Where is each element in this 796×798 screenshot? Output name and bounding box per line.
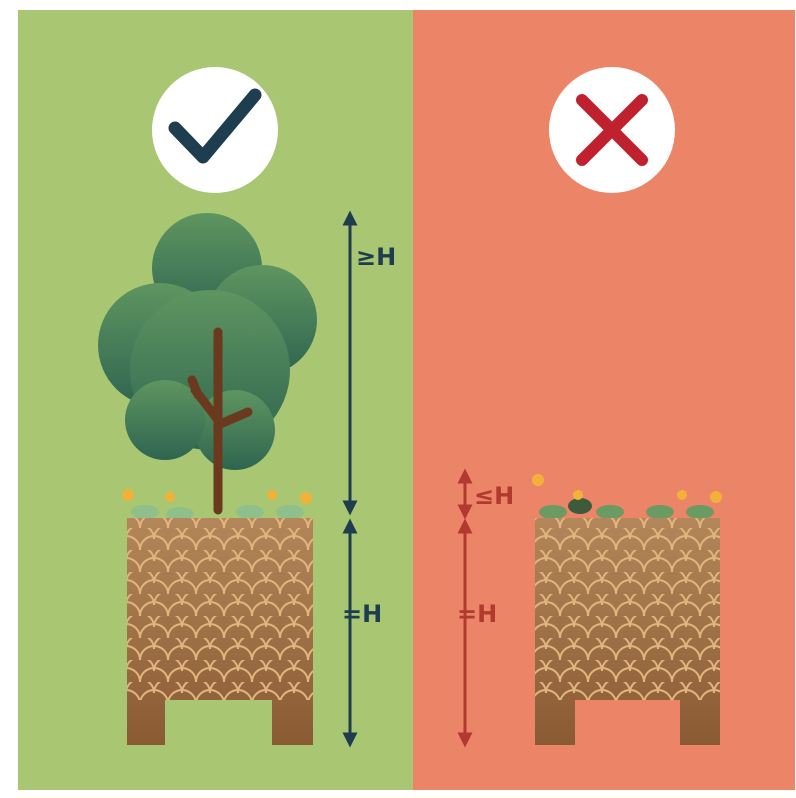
illustration: ≥H =H ≤H =H: [0, 0, 796, 798]
height-label: =H: [457, 600, 497, 628]
height-label: ≤H: [474, 482, 514, 510]
height-label: =H: [342, 600, 382, 628]
height-label: ≥H: [356, 243, 396, 271]
